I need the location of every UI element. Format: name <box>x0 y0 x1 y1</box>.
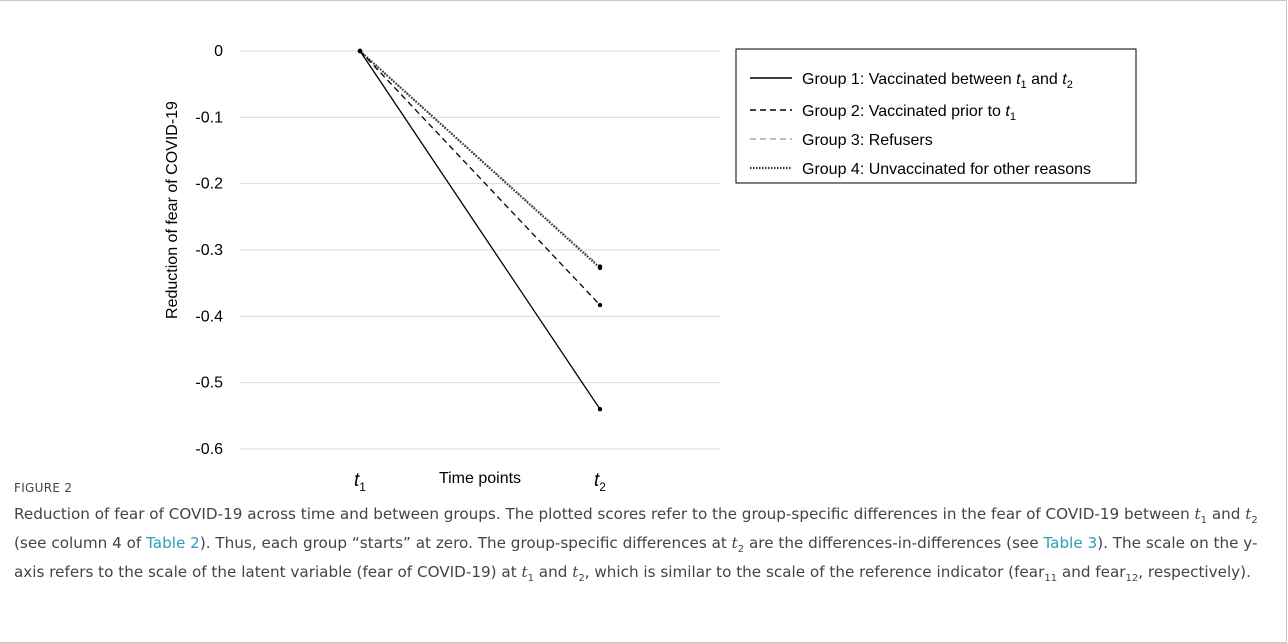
x-tick-label: t1 <box>354 470 366 494</box>
y-tick-label: -0.1 <box>195 109 223 126</box>
legend-box <box>735 48 1137 184</box>
x-tick-label: t2 <box>594 470 606 494</box>
figure-caption: Reduction of fear of COVID-19 across tim… <box>14 505 1258 585</box>
x-tick-labels: t1 t2 <box>354 470 606 494</box>
legend-entry-1: Group 1: Vaccinated between t1 and t2 <box>802 71 1073 91</box>
legend-entry-3: Group 3: Refusers <box>802 132 933 149</box>
y-tick-label: -0.2 <box>195 176 223 193</box>
data-points <box>357 48 603 412</box>
table-2-link[interactable]: Table 2 <box>146 534 200 553</box>
y-tick-label: -0.4 <box>195 308 223 325</box>
legend-entry-4: Group 4: Unvaccinated for other reasons <box>802 161 1091 178</box>
data-point <box>597 265 603 271</box>
y-tick-label: -0.5 <box>195 375 223 392</box>
x-axis-label: Time points <box>439 470 521 487</box>
line-chart: 0 -0.1 -0.2 -0.3 -0.4 -0.5 -0.6 t1 t2 Reduction… <box>164 43 1137 494</box>
series-line-3 <box>359 50 601 268</box>
data-point <box>597 407 603 412</box>
legend-entry-2: Group 2: Vaccinated prior to t1 <box>802 103 1016 123</box>
y-tick-label: -0.6 <box>195 441 223 458</box>
series-line-1 <box>359 50 601 410</box>
y-tick-label: -0.3 <box>195 242 223 259</box>
figure-label: FIGURE 2 <box>14 481 73 495</box>
grid-lines <box>240 50 720 450</box>
table-3-link[interactable]: Table 3 <box>1043 534 1098 553</box>
data-point <box>597 302 603 308</box>
series-lines <box>359 50 601 410</box>
y-tick-label: 0 <box>214 43 223 60</box>
series-line-2 <box>359 50 601 306</box>
legend: Group 1: Vaccinated between t1 and t2 Gro… <box>735 48 1137 184</box>
y-axis-label: Reduction of fear of COVID-19 <box>164 101 181 319</box>
y-tick-labels: 0 -0.1 -0.2 -0.3 -0.4 -0.5 -0.6 <box>195 43 223 458</box>
data-point <box>357 48 363 54</box>
